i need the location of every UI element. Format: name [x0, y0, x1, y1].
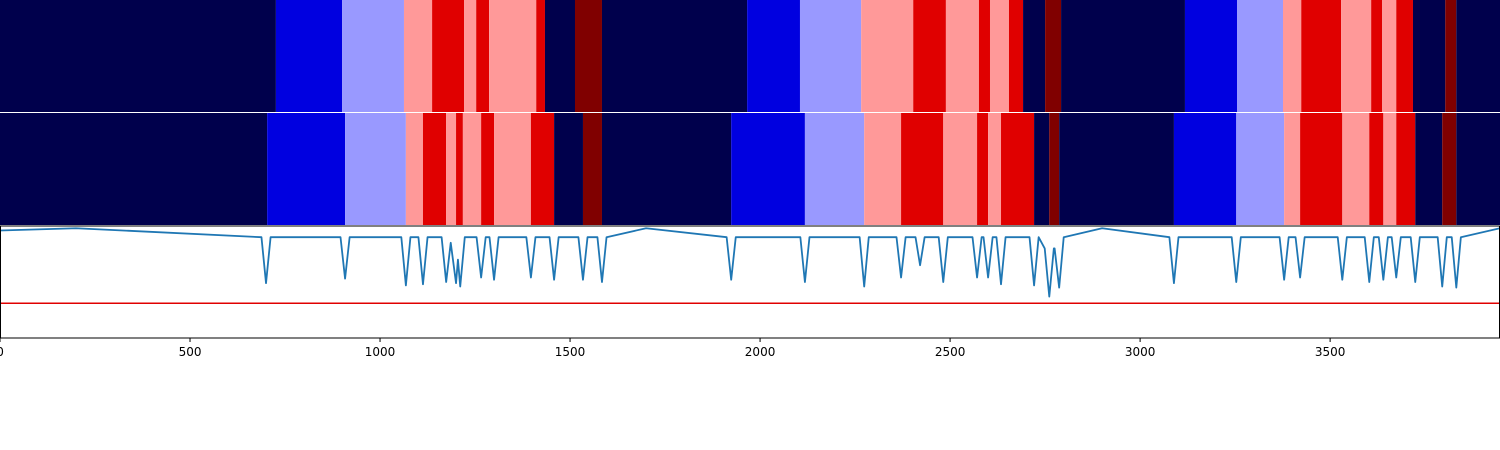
segment — [1382, 0, 1397, 112]
x-tick-label: 3500 — [1315, 345, 1346, 359]
segment — [530, 113, 555, 225]
segment — [1369, 113, 1384, 225]
segment — [1059, 113, 1174, 225]
segment — [601, 113, 732, 225]
segment — [1001, 113, 1035, 225]
segment — [1045, 0, 1062, 112]
segment — [1342, 113, 1370, 225]
segment — [913, 0, 946, 112]
segment — [582, 113, 602, 225]
x-tick-label: 2500 — [935, 345, 966, 359]
segment — [1184, 0, 1238, 112]
line — [0, 227, 1500, 298]
segment — [1173, 113, 1237, 225]
segment — [574, 0, 602, 112]
segment — [989, 0, 1009, 112]
segment — [1396, 113, 1416, 225]
segment — [481, 113, 495, 225]
segment — [943, 113, 978, 225]
segment — [977, 113, 989, 225]
segment — [275, 0, 343, 112]
segment — [405, 113, 423, 225]
segment — [462, 113, 482, 225]
segment — [1341, 0, 1372, 112]
segment — [1396, 0, 1413, 112]
segment — [1445, 0, 1457, 112]
segment — [799, 0, 862, 112]
x-tick-label: 500 — [179, 345, 202, 359]
segment — [456, 113, 463, 225]
segment — [403, 0, 433, 112]
segment — [1301, 0, 1342, 112]
segment — [476, 0, 490, 112]
segment — [1442, 113, 1457, 225]
segment — [464, 0, 477, 112]
segment — [1023, 0, 1046, 112]
segment — [1282, 0, 1302, 112]
segment — [345, 113, 406, 225]
segment — [1008, 0, 1024, 112]
segment — [945, 0, 979, 112]
segment — [864, 113, 902, 225]
segment — [1049, 113, 1060, 225]
segment — [1061, 0, 1185, 112]
x-tick-label: 2000 — [745, 345, 776, 359]
segment — [1383, 113, 1397, 225]
segment — [988, 113, 1002, 225]
segment — [554, 113, 583, 225]
segment — [1284, 113, 1301, 225]
segment — [1034, 113, 1050, 225]
segment — [731, 113, 805, 225]
segment — [1456, 0, 1500, 112]
segment — [0, 113, 268, 225]
x-tick-label: 3000 — [1125, 345, 1156, 359]
x-tick-label: 1500 — [555, 345, 586, 359]
segment — [1236, 113, 1285, 225]
x-tick-label: 0 — [0, 345, 4, 359]
segment — [601, 0, 748, 112]
segment — [1371, 0, 1383, 112]
segment — [1456, 113, 1500, 225]
segment — [422, 113, 447, 225]
segment — [536, 0, 545, 112]
segment — [446, 113, 457, 225]
segment — [1412, 0, 1446, 112]
segment — [1300, 113, 1343, 225]
segment — [901, 113, 944, 225]
segment — [747, 0, 800, 112]
plot-area — [0, 226, 1500, 338]
segment — [544, 0, 575, 112]
segment — [432, 0, 465, 112]
segment — [804, 113, 865, 225]
segment — [1415, 113, 1443, 225]
segment — [0, 0, 276, 112]
segment — [267, 113, 346, 225]
segment — [861, 0, 914, 112]
segment — [978, 0, 990, 112]
segment — [494, 113, 531, 225]
segment — [489, 0, 537, 112]
segment — [1237, 0, 1283, 112]
segment — [342, 0, 404, 112]
x-tick-label: 1000 — [365, 345, 396, 359]
